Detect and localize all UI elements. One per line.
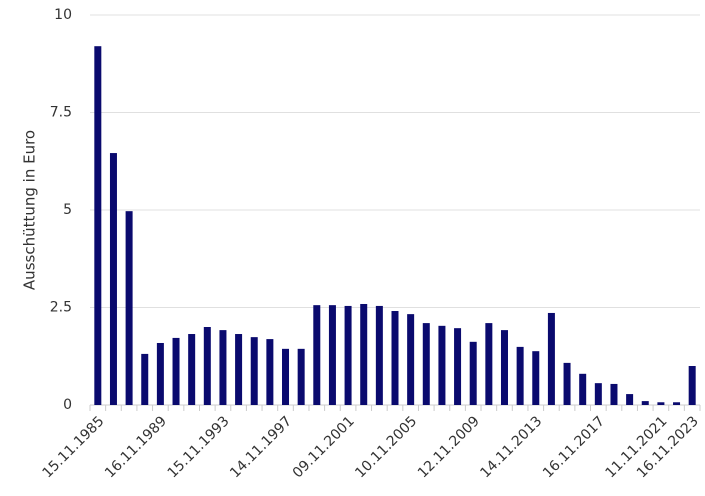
bar <box>532 351 540 405</box>
bar <box>594 383 602 405</box>
bar <box>407 314 415 405</box>
bar <box>375 305 383 405</box>
bar <box>657 402 665 405</box>
x-tick-label: 15.11.1993 <box>165 413 233 481</box>
bar <box>219 330 227 405</box>
bar <box>94 46 102 405</box>
bar <box>610 383 618 405</box>
bar <box>500 330 508 405</box>
bar <box>485 323 493 405</box>
bar <box>547 312 555 405</box>
y-tick-label: 0 <box>63 397 72 413</box>
bar <box>188 334 196 405</box>
bar <box>297 348 305 405</box>
bar <box>469 341 477 405</box>
bar <box>235 334 243 405</box>
bar <box>250 337 258 405</box>
bar <box>422 323 430 405</box>
bar <box>360 303 368 405</box>
bar <box>156 342 164 405</box>
bar <box>563 362 571 405</box>
x-tick-label: 14.11.1997 <box>227 413 295 481</box>
bar <box>391 311 399 405</box>
x-tick-label: 12.11.2009 <box>415 413 483 481</box>
x-tick-label: 15.11.1985 <box>39 413 107 481</box>
bar <box>125 211 133 405</box>
bar <box>673 402 681 405</box>
bar <box>172 337 180 405</box>
x-tick-label: 10.11.2005 <box>352 413 420 481</box>
bar <box>438 325 446 405</box>
y-tick-label: 5 <box>63 202 72 218</box>
bar <box>454 328 462 405</box>
y-tick-label: 7.5 <box>50 105 72 121</box>
bar <box>313 305 321 405</box>
x-tick-label: 16.11.2017 <box>540 413 608 481</box>
bar <box>688 366 696 405</box>
y-tick-label: 10 <box>54 7 72 23</box>
bar <box>344 305 352 405</box>
x-tick-label: 14.11.2013 <box>477 413 545 481</box>
bar <box>328 305 336 405</box>
bar <box>109 153 117 405</box>
bar <box>141 353 149 405</box>
x-tick-label: 16.11.1989 <box>102 413 170 481</box>
bar <box>579 373 587 405</box>
bar <box>626 394 634 405</box>
bar <box>516 346 524 405</box>
bar <box>203 327 211 405</box>
bar <box>282 348 290 405</box>
bar <box>266 339 274 405</box>
bar <box>641 401 649 405</box>
y-axis-label: Ausschüttung in Euro <box>21 130 39 290</box>
x-tick-label: 09.11.2001 <box>290 413 358 481</box>
y-tick-label: 2.5 <box>50 300 72 316</box>
